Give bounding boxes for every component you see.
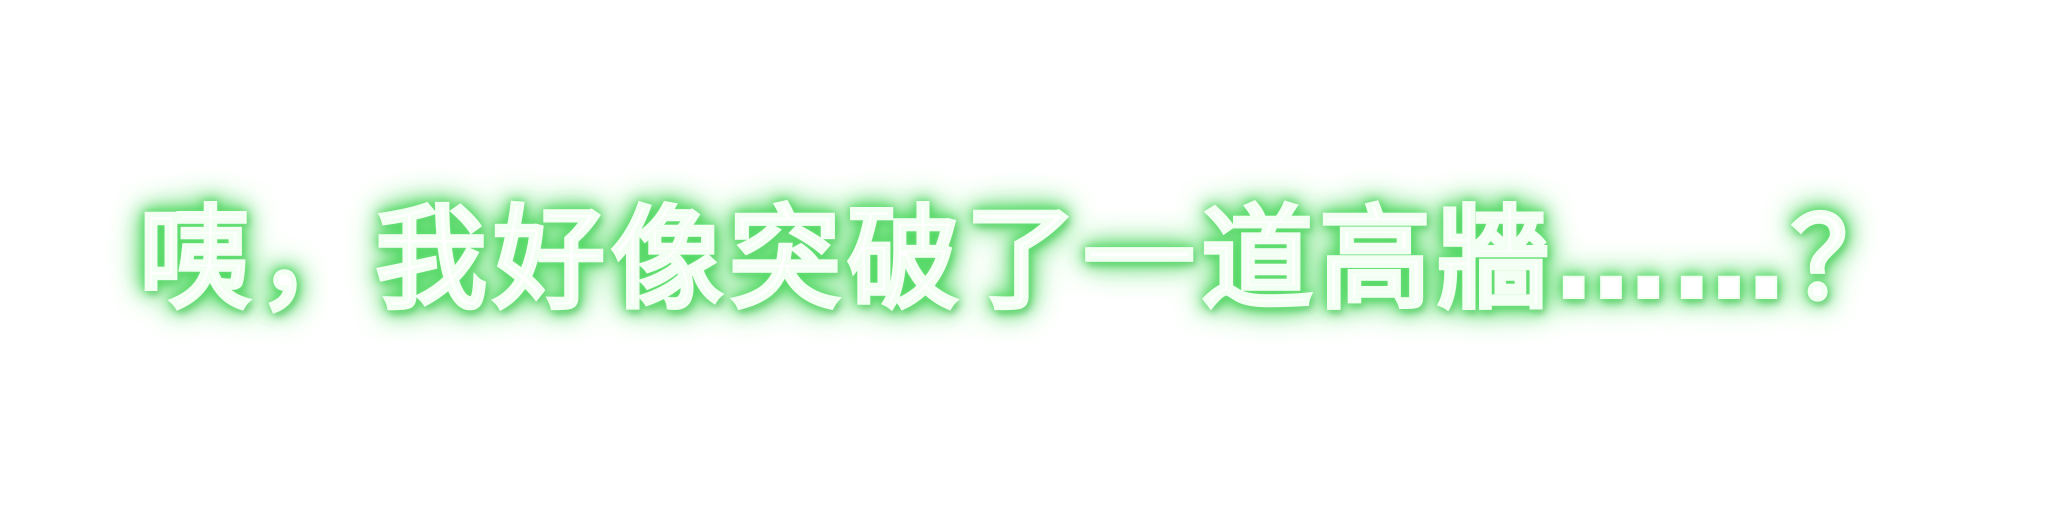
glowing-caption-text: 咦，我好像突破了一道高牆……？ [138, 195, 1909, 325]
